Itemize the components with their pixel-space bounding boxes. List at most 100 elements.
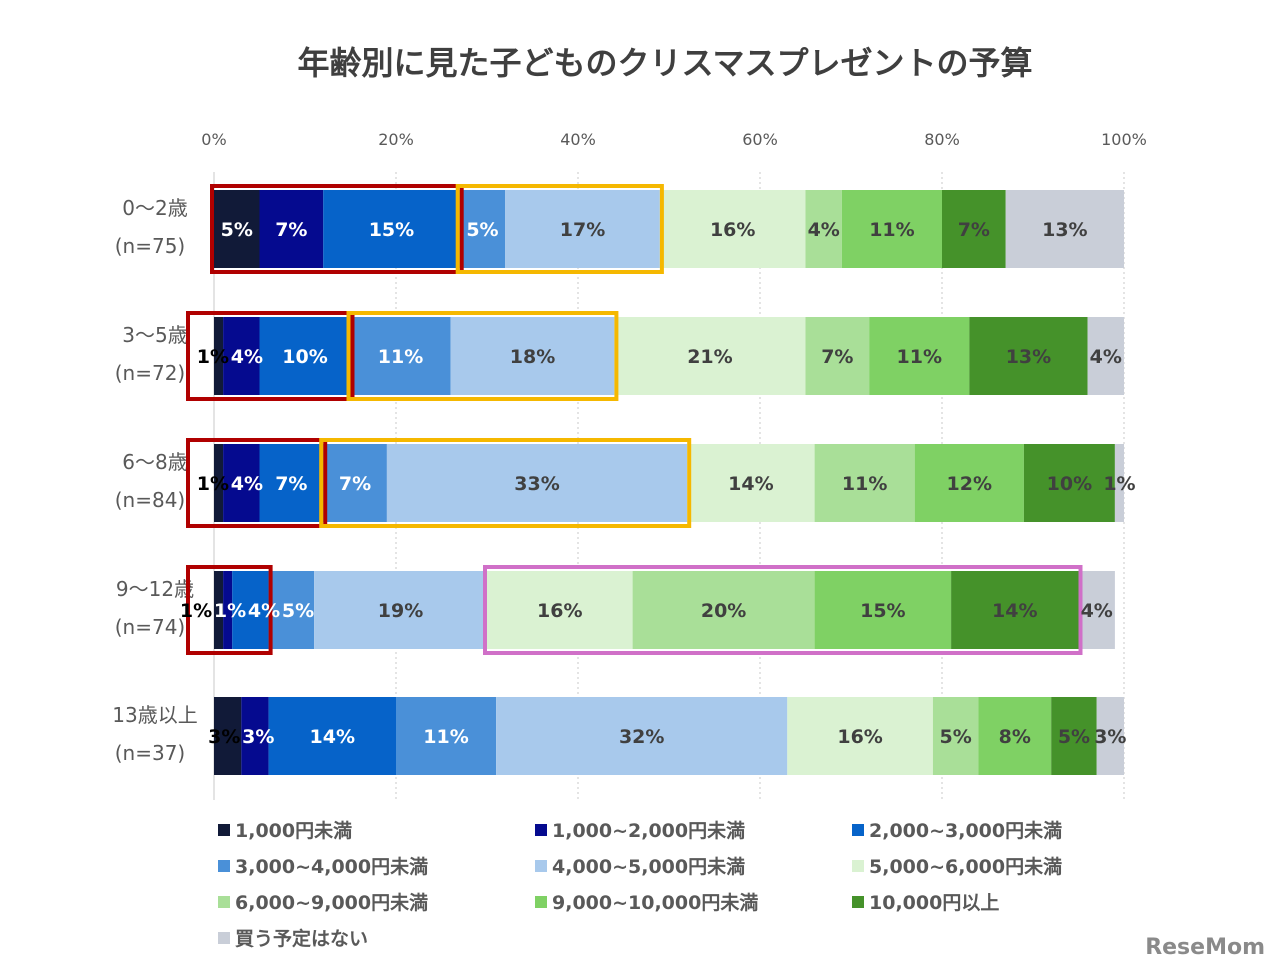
legend-swatch [852, 860, 864, 872]
bar-segment [805, 190, 842, 268]
bar-segment [1051, 697, 1097, 775]
data-label: 10% [1047, 473, 1092, 495]
legend-swatch [852, 824, 864, 836]
data-label: 7% [958, 219, 990, 241]
bar-segment [1005, 190, 1124, 268]
data-label: 4% [808, 219, 840, 241]
data-label: 5% [282, 600, 314, 622]
bar-segment [232, 571, 269, 649]
data-label: 15% [860, 600, 905, 622]
data-label: 17% [560, 219, 605, 241]
highlight-box [186, 311, 355, 401]
legend-swatch [535, 860, 547, 872]
bar-segment [942, 190, 1006, 268]
bar-segment [932, 697, 979, 775]
x-tick-label: 0% [201, 130, 226, 149]
bar-segment [687, 444, 815, 522]
bar-segment [787, 697, 933, 775]
legend-label: 買う予定はない [235, 927, 368, 950]
data-label: 11% [869, 219, 914, 241]
data-label: 7% [275, 219, 307, 241]
legend-swatch [218, 860, 230, 872]
bar-segment [259, 317, 351, 395]
x-tick-label: 20% [378, 130, 414, 149]
data-label: 4% [1090, 346, 1122, 368]
data-label: 5% [466, 219, 498, 241]
category-n-label: (n=72) [115, 361, 186, 385]
data-label: 5% [221, 219, 253, 241]
category-label: 6〜8歳 [122, 450, 187, 474]
bar-segment [487, 571, 633, 649]
category-n-label: (n=37) [115, 741, 186, 765]
x-tick-label: 40% [560, 130, 596, 149]
x-tick-label: 100% [1101, 130, 1147, 149]
resemom-logo: ReseMom [1145, 935, 1265, 960]
bar-segment [396, 697, 497, 775]
bar-segment [969, 317, 1088, 395]
data-label: 12% [947, 473, 992, 495]
data-label: 21% [687, 346, 732, 368]
bar-segment [614, 317, 806, 395]
category-n-label: (n=84) [115, 488, 186, 512]
bar-segment [214, 697, 242, 775]
data-label: 20% [701, 600, 746, 622]
bar-segment [214, 190, 260, 268]
bar-segment [659, 190, 806, 268]
data-label: 4% [248, 600, 280, 622]
category-label: 0〜2歳 [122, 196, 187, 220]
bar-segment [814, 571, 952, 649]
data-label: 15% [369, 219, 414, 241]
data-label: 14% [310, 726, 355, 748]
category-label: 9〜12歳 [116, 577, 194, 601]
data-label: 3% [242, 726, 274, 748]
bar-segment [223, 444, 260, 522]
legend-label: 1,000~2,000円未満 [552, 819, 745, 842]
bar-segment [223, 317, 260, 395]
bar-segment [1096, 697, 1124, 775]
data-labels: 5% 7% 15% 5% 17% 16% 4% 11% 7% 13%1% 4% 10% 11% 18% 21… [180, 219, 1136, 748]
highlight-boxes [186, 184, 1083, 655]
bar-segment [841, 190, 942, 268]
bar-segment [323, 190, 460, 268]
data-label: 5% [940, 726, 972, 748]
bar-segment [450, 317, 615, 395]
bar-segment [268, 571, 315, 649]
data-label: 11% [423, 726, 468, 748]
data-label: 1% [197, 346, 229, 368]
bar-segment [214, 571, 224, 649]
data-label: 11% [897, 346, 942, 368]
data-label: 3% [208, 726, 240, 748]
highlight-box [186, 438, 328, 528]
category-n-label: (n=75) [115, 234, 186, 258]
data-label: 18% [510, 346, 555, 368]
data-label: 13% [1006, 346, 1051, 368]
highlight-box [483, 565, 1083, 655]
data-label: 8% [999, 726, 1031, 748]
data-label: 7% [339, 473, 371, 495]
bar-segment [214, 317, 224, 395]
data-label: 16% [837, 726, 882, 748]
data-label: 4% [231, 346, 263, 368]
data-label: 4% [231, 473, 263, 495]
data-label: 14% [728, 473, 773, 495]
data-label: 4% [1081, 600, 1113, 622]
category-label: 13歳以上 [112, 703, 197, 727]
highlight-box [210, 184, 464, 274]
data-label: 11% [842, 473, 887, 495]
data-label: 10% [282, 346, 327, 368]
legend-swatch [218, 896, 230, 908]
data-label: 13% [1042, 219, 1087, 241]
legend-label: 2,000~3,000円未満 [869, 819, 1062, 842]
legend-swatch [852, 896, 864, 908]
bar-segment [323, 444, 387, 522]
data-label: 7% [275, 473, 307, 495]
bar-segment [386, 444, 688, 522]
legend-label: 9,000~10,000円未満 [552, 891, 758, 914]
data-label: 33% [514, 473, 559, 495]
bar-segment [1078, 571, 1115, 649]
legend-swatch [535, 896, 547, 908]
bar-segment [914, 444, 1024, 522]
data-label: 1% [197, 473, 229, 495]
bar-segment [632, 571, 815, 649]
